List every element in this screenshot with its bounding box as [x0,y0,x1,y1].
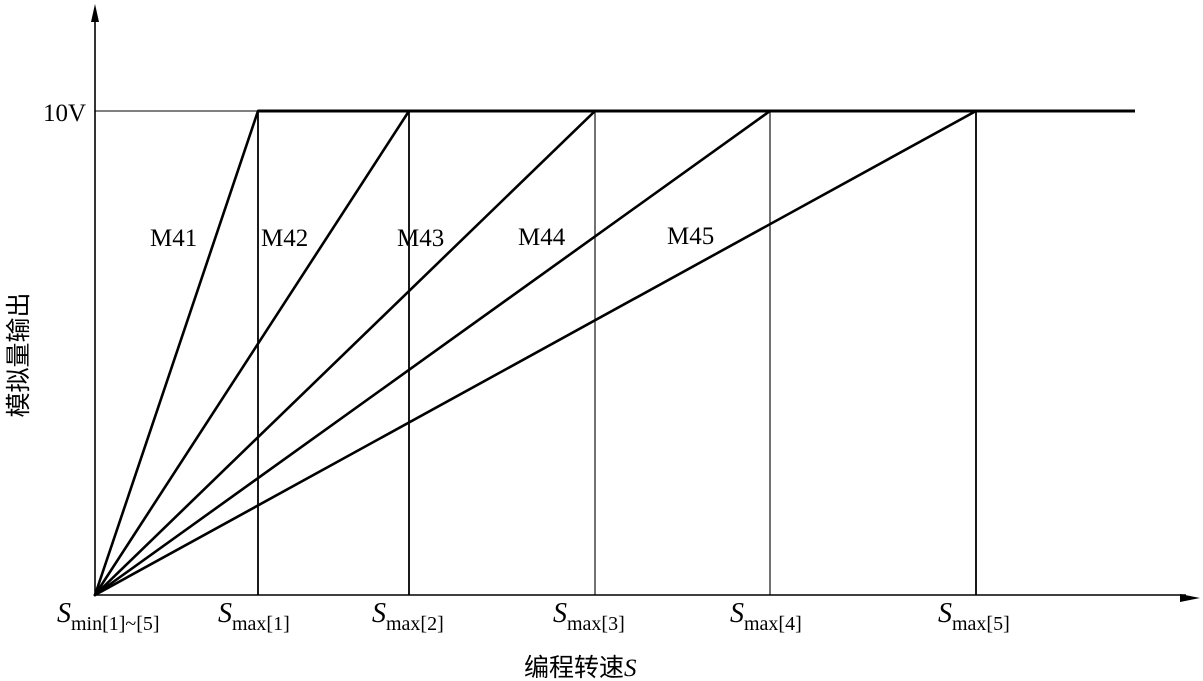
x-tick-3-subscript: max[3] [567,613,625,635]
series-label-m43: M43 [397,225,444,252]
y-axis-arrow [91,4,99,22]
series-label-m44: M44 [518,224,566,251]
x-tick-0: Smin[1]~[5] [57,598,160,635]
series-labels: M41 M42 M43 M44 M45 [150,223,714,252]
x-tick-labels: Smin[1]~[5] Smax[1] Smax[2] Smax[3] Smax[4] S… [57,598,1010,635]
series-line-m45 [93,109,978,597]
x-tick-0-symbol: S [57,598,71,629]
series-line-m43 [93,109,597,597]
series-label-m42: M42 [261,225,308,252]
series-line-m41 [93,109,260,597]
x-tick-4: Smax[4] [730,598,802,635]
series-label-m45: M45 [667,223,714,250]
x-tick-5-subscript: max[5] [952,613,1010,635]
x-tick-1: Smax[1] [218,598,290,635]
series-line-m44 [93,109,772,597]
x-tick-1-subscript: max[1] [232,613,290,635]
x-tick-5: Smax[5] [938,598,1010,635]
x-tick-3: Smax[3] [553,598,625,635]
x-tick-1-symbol: S [218,598,232,629]
series-label-m41: M41 [150,225,197,252]
axes [91,4,1200,602]
x-tick-2-symbol: S [372,598,386,629]
x-axis-title: 编程转速S [524,653,637,681]
max-speed-guides [257,111,977,595]
series-line-m42 [93,109,411,597]
series-lines [93,109,978,597]
x-tick-2: Smax[2] [372,598,444,635]
x-tick-4-subscript: max[4] [744,613,802,635]
x-tick-0-subscript: min[1]~[5] [71,613,160,635]
x-tick-5-symbol: S [938,598,952,629]
y-axis-title: 模拟量输出 [4,292,33,417]
x-axis-arrow [1180,594,1200,602]
x-axis-title-text: 编程转速 [524,653,624,681]
y-tick-10v: 10V [43,100,86,127]
x-axis-title-symbol: S [624,655,637,681]
x-tick-4-symbol: S [730,598,744,629]
x-tick-3-symbol: S [553,598,567,629]
x-tick-2-subscript: max[2] [386,613,444,635]
